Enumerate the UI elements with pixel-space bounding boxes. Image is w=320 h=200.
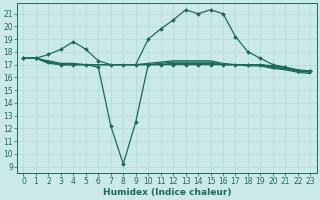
X-axis label: Humidex (Indice chaleur): Humidex (Indice chaleur) xyxy=(103,188,231,197)
